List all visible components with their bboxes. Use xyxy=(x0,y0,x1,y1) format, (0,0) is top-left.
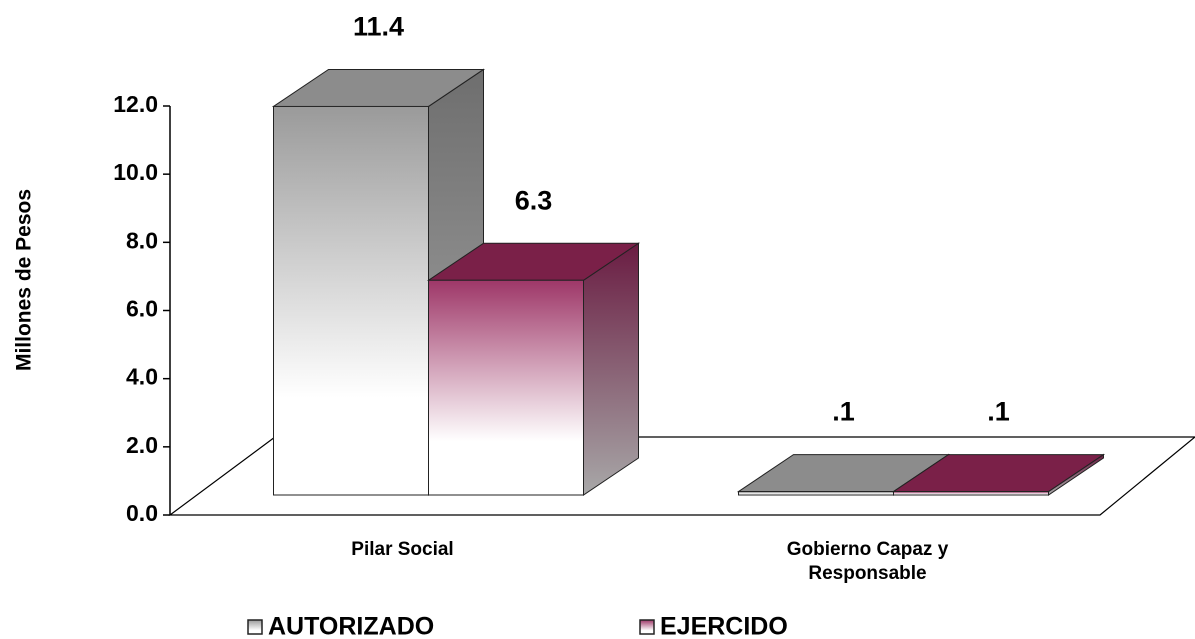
y-tick-label: 0.0 xyxy=(126,500,158,526)
value-label: 6.3 xyxy=(515,185,553,215)
value-label: .1 xyxy=(987,397,1010,427)
bar xyxy=(273,105,429,496)
y-tick-label: 2.0 xyxy=(126,432,158,458)
legend-swatch xyxy=(247,619,263,635)
value-label: 11.4 xyxy=(353,12,404,42)
y-tick-label: 8.0 xyxy=(126,227,158,253)
x-tick-label: Pilar Social xyxy=(351,539,454,560)
y-tick-label: 6.0 xyxy=(126,296,158,322)
legend-label: AUTORIZADO xyxy=(268,613,434,639)
bar xyxy=(893,491,1049,496)
y-tick-label: 12.0 xyxy=(113,91,158,117)
value-label: .1 xyxy=(832,397,855,427)
bar xyxy=(428,279,584,496)
bar-side xyxy=(583,242,639,496)
legend-label: EJERCIDO xyxy=(660,613,788,639)
bar xyxy=(738,491,894,496)
x-tick-label: Gobierno Capaz y Responsable xyxy=(786,539,949,584)
floor xyxy=(168,436,1195,516)
y-axis-label: Millones de Pesos xyxy=(13,189,36,371)
y-tick-label: 10.0 xyxy=(113,159,158,185)
y-tick-label: 4.0 xyxy=(126,364,158,390)
legend-swatch xyxy=(639,619,655,635)
